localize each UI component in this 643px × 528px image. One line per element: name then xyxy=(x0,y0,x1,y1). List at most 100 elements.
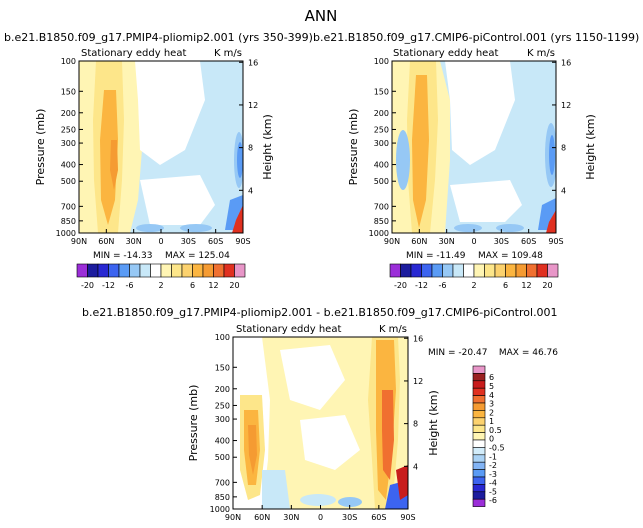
colorbar-label: 1 xyxy=(489,417,494,426)
colorbar-label: -6 xyxy=(489,496,497,505)
colorbar-swatch xyxy=(472,380,486,389)
height-tick-label: 12 xyxy=(248,101,258,110)
colorbar-label: -1 xyxy=(489,452,497,461)
colorbar-swatch xyxy=(108,263,120,278)
colorbar-swatch xyxy=(473,263,485,278)
panel-a-orange-jet xyxy=(100,90,118,225)
colorbar-swatch xyxy=(118,263,130,278)
colorbar-swatch xyxy=(472,417,486,426)
panel-b-subtitle-left: Stationary eddy heat xyxy=(393,48,498,59)
colorbar-swatch xyxy=(472,498,486,507)
panel-b-max-label: MAX = 109.48 xyxy=(478,251,543,261)
colorbar-label: 2 xyxy=(489,408,494,417)
panel-c-blue-trop-2 xyxy=(338,497,362,507)
colorbar-label: 4 xyxy=(489,391,494,400)
pressure-tick-label: 100 xyxy=(61,57,76,66)
latitude-tick-label: 0 xyxy=(318,513,323,522)
panel-b-orange-jet xyxy=(412,75,429,228)
pressure-tick-label: 500 xyxy=(374,177,389,186)
panel-c-subtitle-right: K m/s xyxy=(379,324,407,335)
latitude-tick-label: 30S xyxy=(342,513,357,522)
pressure-tick-label: 700 xyxy=(374,202,389,211)
latitude-tick-label: 90N xyxy=(384,237,400,246)
panel-b-white-patch-low xyxy=(450,180,522,222)
panel-b-white-patch-mid xyxy=(445,61,515,165)
panel-b-subtitle-right: K m/s xyxy=(527,48,555,59)
pressure-tick-label: 500 xyxy=(61,177,76,186)
pressure-tick-label: 100 xyxy=(215,333,230,342)
pressure-tick-label: 400 xyxy=(215,437,230,446)
colorbar-swatch xyxy=(421,263,433,278)
panel-b: b.e21.B1850.f09_g17.CMIP6-piControl.001 … xyxy=(313,31,639,290)
page-title: ANN xyxy=(305,7,338,25)
colorbar-swatch xyxy=(472,402,486,411)
pressure-tick-label: 200 xyxy=(215,385,230,394)
pressure-tick-label: 850 xyxy=(61,217,76,226)
height-tick-label: 4 xyxy=(248,186,253,195)
panel-c-dark-orange-core xyxy=(248,425,257,475)
latitude-tick-label: 90S xyxy=(235,237,250,246)
latitude-tick-label: 30N xyxy=(126,237,142,246)
pressure-tick-label: 200 xyxy=(61,109,76,118)
height-tick-label: 8 xyxy=(248,144,253,153)
colorbar-swatch xyxy=(223,263,235,278)
colorbar-swatch xyxy=(472,454,486,463)
colorbar-label: -20 xyxy=(394,281,407,290)
latitude-tick-label: 90N xyxy=(225,513,241,522)
panel-c-field xyxy=(233,337,408,509)
panel-c-subtitle-left: Stationary eddy heat xyxy=(236,324,341,335)
panel-a-min-label: MIN = -14.33 xyxy=(93,251,152,261)
colorbar-swatch xyxy=(76,263,88,278)
panel-c-red-south xyxy=(382,390,394,480)
colorbar-swatch xyxy=(494,263,506,278)
panel-a-red-corner xyxy=(232,205,243,233)
colorbar-swatch xyxy=(515,263,527,278)
colorbar-label: -20 xyxy=(81,281,94,290)
colorbar-label: 2 xyxy=(158,281,163,290)
panel-a-blue-south-2 xyxy=(237,142,243,178)
colorbar-swatch xyxy=(87,263,99,278)
latitude-tick-label: 90N xyxy=(71,237,87,246)
latitude-tick-label: 60N xyxy=(254,513,270,522)
colorbar-swatch xyxy=(547,263,559,278)
colorbar-label: -4 xyxy=(489,479,497,488)
colorbar-label: -12 xyxy=(102,281,115,290)
colorbar-swatch xyxy=(452,263,464,278)
colorbar-swatch xyxy=(410,263,422,278)
colorbar-swatch xyxy=(97,263,109,278)
pressure-tick-label: 500 xyxy=(215,453,230,462)
panel-c-max-label: MAX = 46.76 xyxy=(499,348,558,358)
pressure-tick-label: 150 xyxy=(61,87,76,96)
panel-b-blue-north xyxy=(396,130,410,190)
panel-a-subtitle-left: Stationary eddy heat xyxy=(81,48,186,59)
colorbar-swatch xyxy=(171,263,183,278)
panel-a-colorbar: -20 -12 -6 2 6 12 20 xyxy=(76,263,246,290)
pressure-tick-label: 250 xyxy=(374,125,389,134)
colorbar-swatch xyxy=(472,447,486,456)
pressure-tick-label: 850 xyxy=(215,493,230,502)
colorbar-label: -6 xyxy=(126,281,134,290)
height-tick-label: 16 xyxy=(413,334,423,343)
panel-b-blue-subtropics xyxy=(496,224,524,232)
pressure-tick-label: 300 xyxy=(374,139,389,148)
latitude-tick-label: 90S xyxy=(400,513,415,522)
colorbar-label: 20 xyxy=(229,281,239,290)
pressure-tick-label: 200 xyxy=(374,109,389,118)
panel-c-ylabel: Pressure (mb) xyxy=(187,385,200,462)
colorbar-swatch xyxy=(472,439,486,448)
pressure-tick-label: 1000 xyxy=(369,229,389,238)
latitude-tick-label: 0 xyxy=(471,237,476,246)
colorbar-swatch xyxy=(472,387,486,396)
colorbar-swatch xyxy=(472,469,486,478)
panel-a-max-label: MAX = 125.04 xyxy=(165,251,230,261)
panel-a-field xyxy=(79,61,243,233)
colorbar-swatch xyxy=(505,263,517,278)
height-tick-label: 16 xyxy=(248,58,258,67)
colorbar-swatch xyxy=(129,263,141,278)
colorbar-swatch xyxy=(202,263,214,278)
panel-a-title: b.e21.B1850.f09_g17.PMIP4-pliomip2.001 (… xyxy=(4,31,313,44)
colorbar-label: 6 xyxy=(190,281,195,290)
latitude-tick-label: 30N xyxy=(283,513,299,522)
pressure-tick-label: 250 xyxy=(215,401,230,410)
